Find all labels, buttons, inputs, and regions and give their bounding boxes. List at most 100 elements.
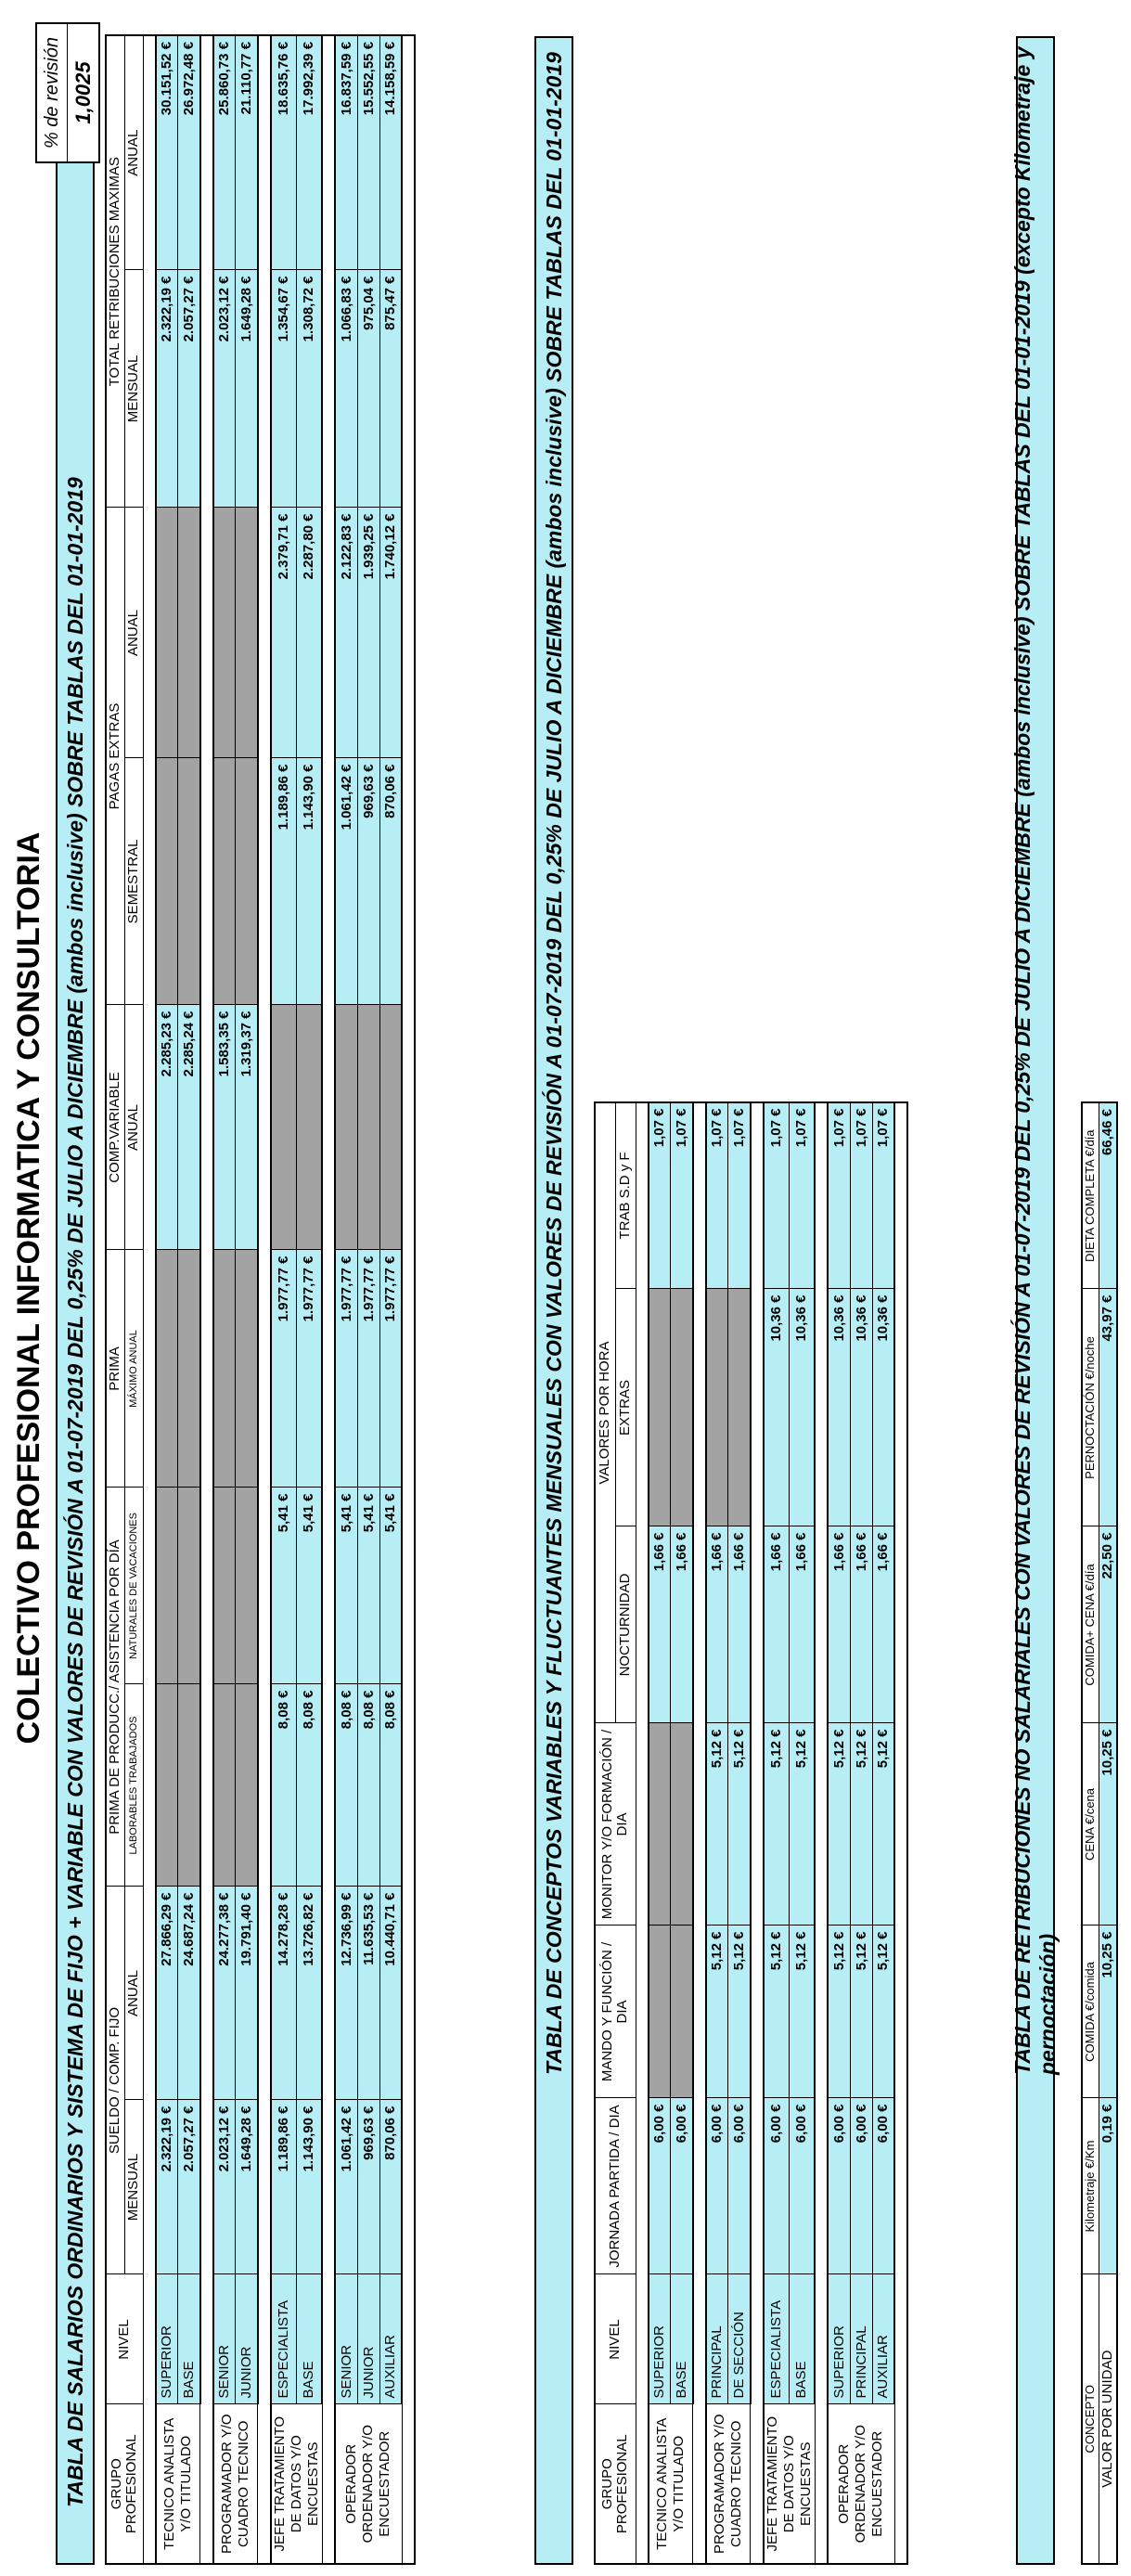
table1-banner: TABLA DE SALARIOS ORDINARIOS Y SISTEMA D…	[56, 36, 95, 2565]
t1-prima-laborables	[212, 1684, 236, 1887]
table-row: BASE 1.143,90 €13.726,82 €8,08 €5,41 €1.9…	[296, 34, 322, 2564]
t2-nivel: PRINCIPAL	[705, 2274, 728, 2404]
t2-jornada: 6,00 €	[648, 2098, 671, 2274]
t1-comp-variable	[296, 1004, 322, 1250]
t1-pagas-semestral	[235, 757, 258, 1005]
t2-mando	[648, 1926, 671, 2098]
t2-mando: 5,12 €	[872, 1926, 894, 2098]
t1-total-mensual: 875,47 €	[379, 269, 402, 508]
t3-column-header: PERNOCTACIÓN €/noche	[1082, 1289, 1099, 1526]
t1-prima-vacaciones	[177, 1487, 200, 1684]
table-row: PRINCIPAL 6,00 €5,12 €5,12 €1,66 €10,36 €…	[850, 1101, 872, 2564]
t2-extras: 10,36 €	[763, 1289, 790, 1526]
t2-jornada: 6,00 €	[705, 2098, 728, 2274]
t2-header-valores: VALORES POR HORA	[595, 1101, 615, 1723]
t1-header-anual: ANUAL	[124, 1887, 143, 2100]
t1-sueldo-anual: 13.726,82 €	[296, 1887, 322, 2100]
t1-sueldo-mensual: 969,63 €	[357, 2100, 379, 2274]
t1-header-pagas-extras: PAGAS EXTRAS	[106, 507, 124, 1005]
t2-nivel: AUXILIAR	[872, 2274, 894, 2404]
t2-extras: 10,36 €	[850, 1289, 872, 1526]
t1-pagas-semestral	[177, 757, 200, 1005]
t2-trab: 1,07 €	[727, 1101, 751, 1289]
t1-sueldo-mensual: 2.023,12 €	[212, 2100, 236, 2274]
t1-prima-vacaciones: 5,41 €	[379, 1487, 402, 1684]
t1-sueldo-anual: 10.440,71 €	[379, 1887, 402, 2100]
t1-nivel: BASE	[296, 2274, 322, 2404]
t2-jornada: 6,00 €	[828, 2098, 850, 2274]
t2-nocturnidad: 1,66 €	[705, 1526, 728, 1723]
t1-comp-variable	[379, 1004, 402, 1250]
t2-jornada: 6,00 €	[789, 2098, 815, 2274]
page-title: COLECTIVO PROFESIONAL INFORMATICA Y CONS…	[11, 831, 46, 1745]
t1-pagas-anual: 2.122,83 €	[335, 507, 357, 758]
t1-nivel: SENIOR	[212, 2274, 236, 2404]
t1-sueldo-anual: 27.866,29 €	[155, 1887, 178, 2100]
t2-jornada: 6,00 €	[850, 2098, 872, 2274]
t1-pagas-semestral: 870,06 €	[379, 757, 402, 1005]
t1-nivel: BASE	[177, 2274, 200, 2404]
t1-prima-vacaciones: 5,41 €	[335, 1487, 357, 1684]
t1-prima-laborables: 8,08 €	[335, 1684, 357, 1887]
t1-comp-variable: 2.285,24 €	[177, 1004, 200, 1250]
t2-extras	[670, 1289, 693, 1526]
t1-pagas-semestral: 1.189,86 €	[270, 757, 297, 1005]
t1-pagas-anual: 2.287,80 €	[296, 507, 322, 758]
t1-prima-laborables	[235, 1684, 258, 1887]
t2-nocturnidad: 1,66 €	[850, 1526, 872, 1723]
t1-nivel: AUXILIAR	[379, 2274, 402, 2404]
t3-column-header: CENA €/cena	[1082, 1723, 1099, 1926]
t2-monitor: 5,12 €	[705, 1723, 728, 1926]
table2-banner: TABLA DE CONCEPTOS VARIABLES Y FLUCTUANT…	[534, 36, 573, 2565]
t2-jornada: 6,00 €	[763, 2098, 790, 2274]
t2-header-extras: EXTRAS	[615, 1289, 636, 1526]
t1-pagas-semestral	[155, 757, 178, 1005]
table-row: JUNIOR 969,63 €11.635,53 €8,08 €5,41 €1.9…	[357, 34, 379, 2564]
t2-nocturnidad: 1,66 €	[670, 1526, 693, 1723]
t1-pagas-anual: 1.939,25 €	[357, 507, 379, 758]
table-row: PROGRAMADOR Y/O CUADRO TECNICO PRINCIPAL 6…	[705, 1101, 751, 2564]
t1-total-anual: 15.552,55 €	[357, 34, 379, 270]
table-row: JEFE TRATAMIENTO DE DATOS Y/O ENCUESTAS E…	[270, 34, 322, 2564]
t1-comp-variable	[357, 1004, 379, 1250]
t2-header-grupo: GRUPO PROFESIONAL	[595, 2404, 636, 2564]
t1-sueldo-anual: 11.635,53 €	[357, 1887, 379, 2100]
t2-mando: 5,12 €	[828, 1926, 850, 2098]
table-row: TECNICO ANALISTA Y/O TITULADO SUPERIOR 6,0…	[648, 1101, 693, 2564]
t1-comp-variable	[270, 1004, 297, 1250]
t1-prima-vacaciones: 5,41 €	[270, 1487, 297, 1684]
t1-sueldo-mensual: 1.061,42 €	[335, 2100, 357, 2274]
t1-total-mensual: 2.023,12 €	[212, 269, 236, 508]
t1-total-mensual: 1.354,67 €	[270, 269, 297, 508]
t2-nocturnidad: 1,66 €	[789, 1526, 815, 1723]
t2-monitor: 5,12 €	[828, 1723, 850, 1926]
t1-prima-laborables: 8,08 €	[270, 1684, 297, 1887]
t1-total-anual: 26.972,48 €	[177, 34, 200, 270]
t1-comp-variable: 1.583,35 €	[212, 1004, 236, 1250]
revision-value: 1,0025	[71, 61, 95, 124]
salary-table: GRUPO PROFESIONAL NIVEL SUELDO / COMP. F…	[105, 33, 416, 2565]
t1-total-anual: 14.158,59 €	[379, 34, 402, 270]
t1-header-nivel: NIVEL	[106, 2274, 143, 2404]
t2-monitor: 5,12 €	[763, 1723, 790, 1926]
t2-mando: 5,12 €	[727, 1926, 751, 2098]
t1-prima-laborables: 8,08 €	[296, 1684, 322, 1887]
t1-pagas-anual	[155, 507, 178, 758]
table-row: TECNICO ANALISTA Y/O TITULADO SUPERIOR 2.3…	[155, 34, 200, 2564]
t1-pagas-semestral: 1.143,90 €	[296, 757, 322, 1005]
t3-column-header: COMIDA €/comida	[1082, 1926, 1099, 2098]
t1-header-comp-variable: COMP.VARIABLE	[106, 1004, 124, 1250]
t1-prima-maximo: 1.977,77 €	[296, 1249, 322, 1488]
t3-column-header: Kilometraje €/Km	[1082, 2098, 1099, 2274]
t1-group-name: JEFE TRATAMIENTO DE DATOS Y/O ENCUESTAS	[270, 2404, 322, 2564]
revision-label: % de revisión	[37, 24, 68, 161]
t1-pagas-anual	[235, 507, 258, 758]
t1-total-anual: 25.860,73 €	[212, 34, 236, 270]
t1-total-mensual: 975,04 €	[357, 269, 379, 508]
table-row: DE SECCIÓN 6,00 €5,12 €5,12 €1,66 €1,07 €…	[727, 1101, 751, 2564]
t2-nivel: PRINCIPAL	[850, 2274, 872, 2404]
t1-header-total: TOTAL RETRIBUCIONES MAXIMAS	[106, 34, 124, 508]
t1-prima-vacaciones: 5,41 €	[357, 1487, 379, 1684]
t1-sueldo-mensual: 1.143,90 €	[296, 2100, 322, 2274]
